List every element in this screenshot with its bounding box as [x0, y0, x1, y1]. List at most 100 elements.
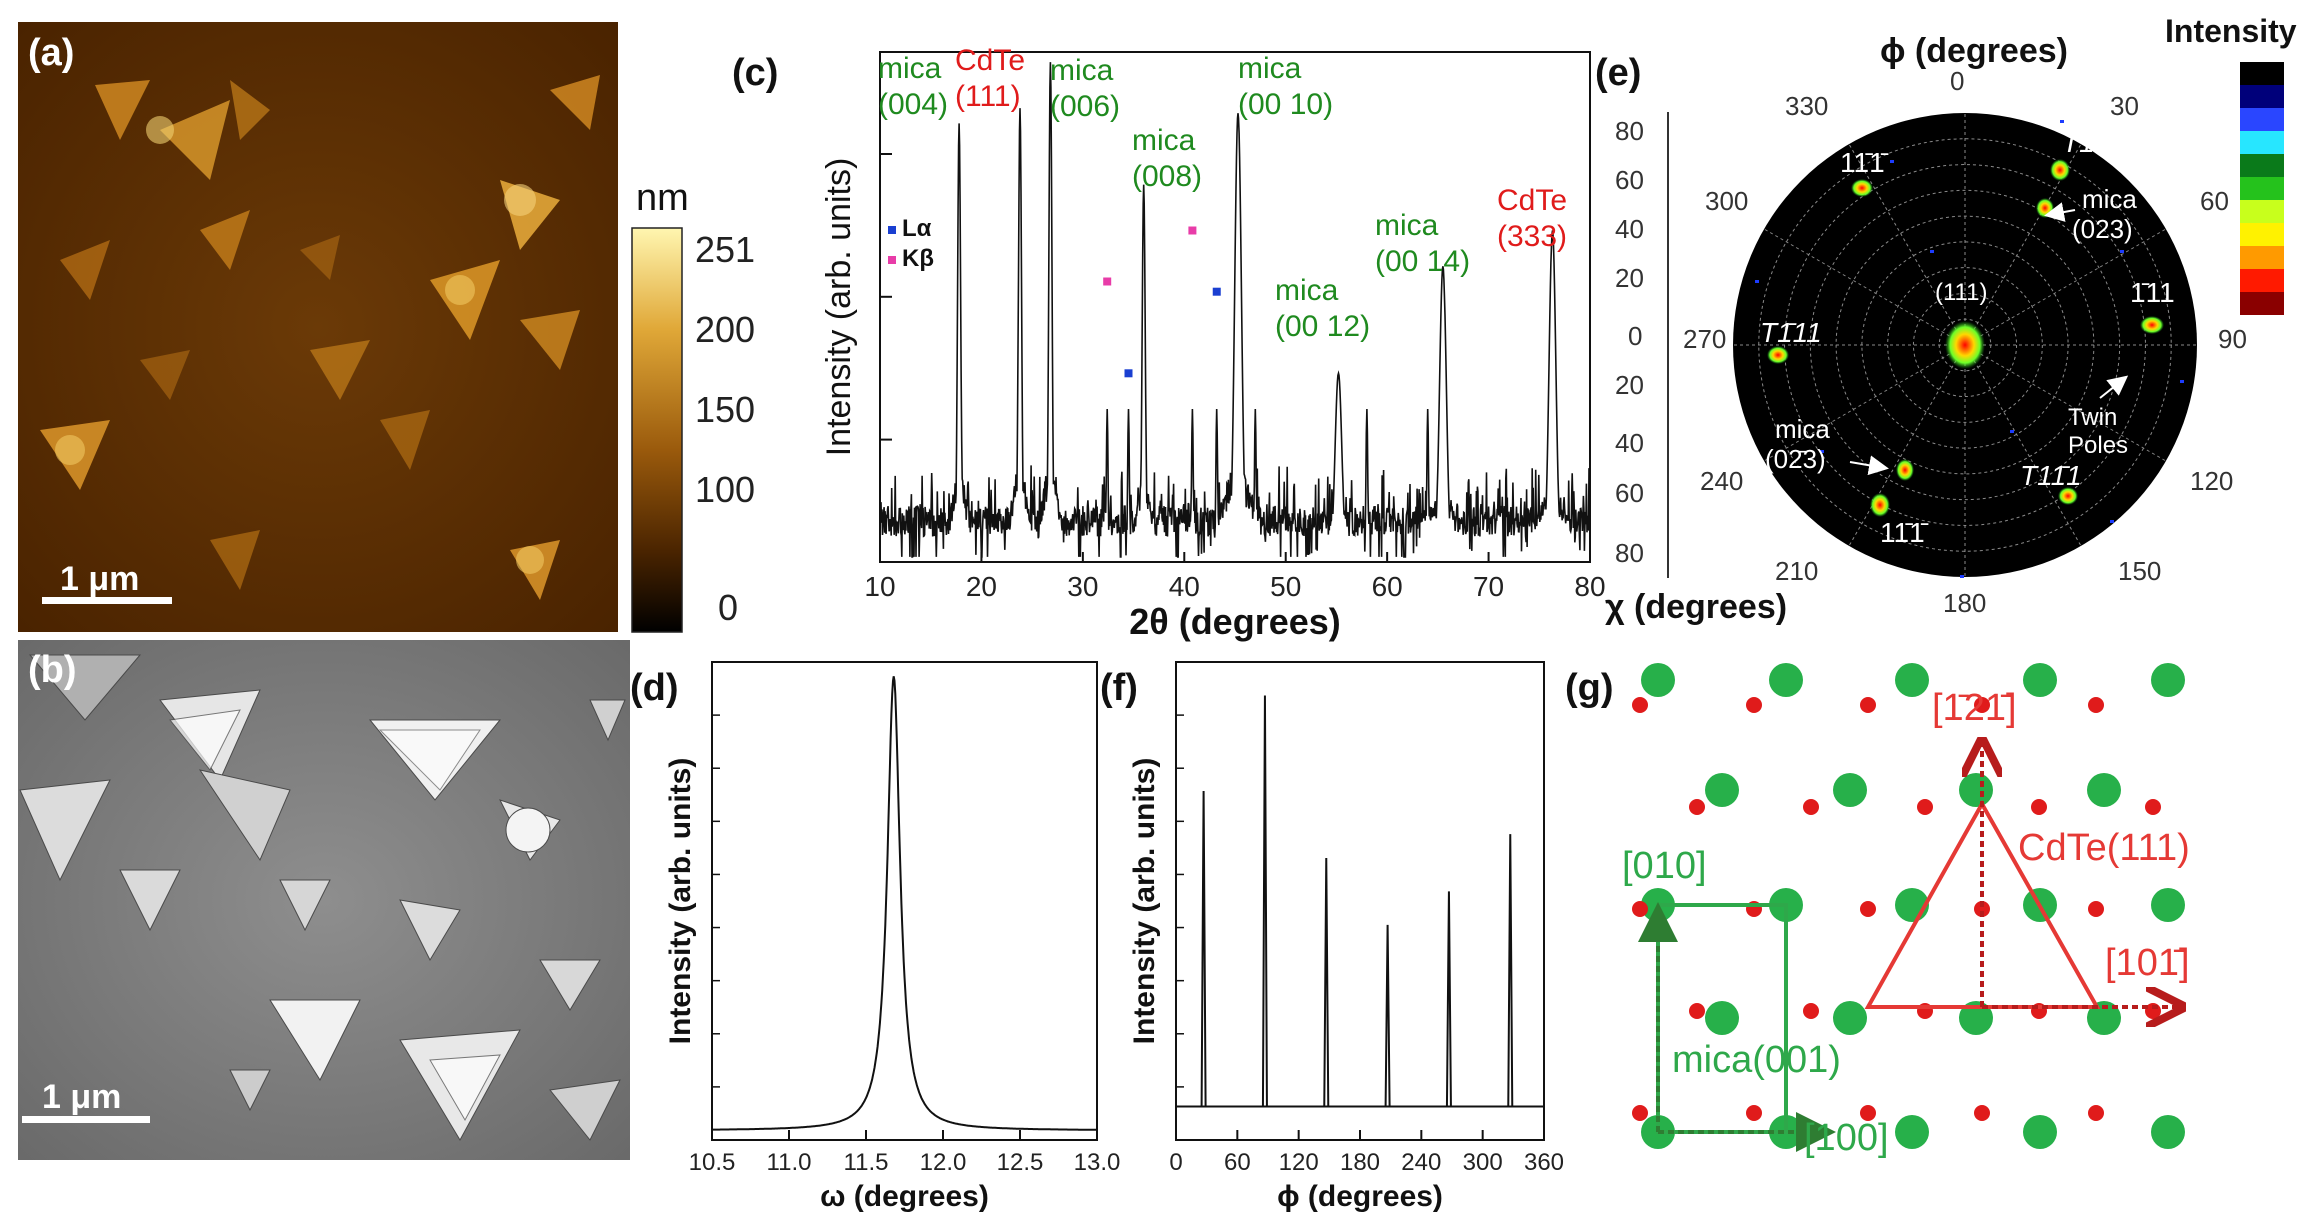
chi-tick: 20: [1615, 263, 1644, 293]
phi-axis-title: ϕ (degrees): [1880, 32, 2068, 70]
x-tick-label: 120: [1279, 1149, 1319, 1176]
phi-tick: 270: [1683, 324, 1726, 354]
pole-spot: [1945, 321, 1985, 369]
x-tick-label: 11.5: [844, 1149, 889, 1176]
phi-tick: 30: [2110, 91, 2139, 121]
x-tick-label: 180: [1340, 1149, 1380, 1176]
scale-bar: [22, 1116, 150, 1123]
mica-atom: [1705, 1001, 1739, 1035]
cdte-atom: [2031, 799, 2047, 815]
x-tick-label: 10: [864, 571, 895, 602]
pole-spot: [1896, 459, 1914, 481]
noise-speck: [1820, 450, 1824, 453]
intensity-title: Intensity: [2165, 13, 2297, 49]
mica-atom: [1895, 1115, 1929, 1149]
direction-label: [1̄21̄]: [1932, 687, 2017, 729]
pole-label-center: (111): [1935, 279, 1987, 306]
cdte-atom: [1974, 901, 1990, 917]
pole-spot: [1870, 493, 1890, 517]
phi-spoke: [1964, 344, 2082, 547]
noise-speck: [1960, 575, 1964, 578]
chi-ring: [1912, 292, 2018, 398]
chi-tick: 40: [1615, 428, 1644, 458]
mica-atom: [2087, 773, 2121, 807]
peak-label: (111): [955, 80, 1021, 113]
peak-label: (00 12): [1275, 310, 1370, 343]
direction-label: [101̄]: [2105, 942, 2190, 984]
pole-figure: [1733, 113, 2197, 578]
panel-b: (b) 1 μm: [18, 640, 630, 1160]
panel-e: (e) ϕ (degrees) Intensity χ (degrees) 80…: [1595, 13, 2297, 626]
intensity-swatch: [2240, 177, 2284, 200]
cdte-atom: [1746, 697, 1762, 713]
panel-a: (a) 1 μm nm 251 200 150 100 0: [18, 22, 755, 633]
colorbar-tick: 100: [695, 469, 755, 510]
cdte-atom: [1860, 901, 1876, 917]
peak-label: (00 14): [1375, 245, 1470, 278]
pole-spot: [1767, 346, 1789, 364]
chi-tick: 0: [1628, 321, 1642, 351]
pole-spot: [2140, 316, 2164, 334]
x-tick-label: 300: [1463, 1149, 1503, 1176]
phi-peak: [1261, 695, 1268, 1107]
legend-swatch: [888, 226, 896, 234]
peak-label: (00 10): [1238, 88, 1333, 121]
twin-label: Poles: [2068, 432, 2128, 459]
afm-grains: [40, 75, 600, 600]
x-tick-label: 80: [1574, 571, 1605, 602]
cdte-atom: [2088, 901, 2104, 917]
marker: [1124, 369, 1133, 378]
y-axis-title: Intensity (arb. units): [664, 758, 697, 1045]
pole-label: T1̄11: [2062, 127, 2124, 158]
marker: [1188, 226, 1197, 235]
phi-tick: 240: [1700, 466, 1743, 496]
rocking-curve: [712, 676, 1097, 1131]
chi-ring: [1809, 189, 2121, 501]
phi-tick: 180: [1943, 588, 1986, 618]
phi-tick: 120: [2190, 466, 2233, 496]
x-tick-label: 30: [1067, 571, 1098, 602]
cdte-atom: [1860, 1105, 1876, 1121]
phi-spoke: [1763, 228, 1966, 346]
x-tick-label: 0: [1169, 1149, 1182, 1176]
pole-label: T1̄11: [1760, 317, 1822, 348]
cdte-label: CdTe(111): [2018, 827, 2190, 869]
cdte-atom: [1803, 799, 1819, 815]
panel-label: (c): [732, 52, 778, 94]
phi-spoke: [1763, 344, 1966, 462]
x-axis-title: ϕ (degrees): [1277, 1180, 1443, 1213]
pole-label: 11̄1̄: [1840, 147, 1889, 178]
mica-atom: [2023, 1115, 2057, 1149]
peak-label: (008): [1132, 160, 1202, 193]
xrd-plot: 10 20 30 40 50 60 70 80 2θ (degrees) Intensity (a…: [820, 44, 1606, 642]
phi-tick: 150: [2118, 556, 2161, 586]
x-tick-label: 60: [1224, 1149, 1251, 1176]
mica-atom: [1833, 773, 1867, 807]
noise-speck: [2010, 430, 2014, 433]
intensity-swatch: [2240, 246, 2284, 269]
cdte-atom: [2088, 1105, 2104, 1121]
phi-spoke: [1964, 228, 2167, 346]
noise-speck: [1755, 280, 1759, 283]
peak-label: mica: [1275, 274, 1339, 307]
cdte-atom: [1689, 799, 1705, 815]
pole-label: 1̄11: [2130, 277, 2175, 308]
plot-frame: [1175, 661, 1545, 1141]
noise-speck: [2060, 120, 2064, 123]
chi-axis: 80 60 40 20 0 20 40 60 80: [1615, 112, 1669, 578]
phi-ticks: 0 30 60 90 120 150 180 210 240 270 300 3…: [1683, 66, 2247, 618]
x-tick-label: 50: [1270, 571, 1301, 602]
mica-label: mica: [1775, 414, 1830, 444]
mica-atom: [1959, 1001, 1993, 1035]
x-tick-label: 20: [966, 571, 997, 602]
phi-spoke: [1848, 143, 1966, 346]
rocking-curve-plot: 10.5 11.0 11.5 12.0 12.5 13.0 ω (degrees) Inten…: [664, 661, 1120, 1213]
x-tick-label: 40: [1169, 571, 1200, 602]
cdte-atom: [2145, 799, 2161, 815]
intensity-swatch: [2240, 85, 2284, 108]
noise-speck: [1890, 160, 1894, 163]
mica-label: mica(001): [1672, 1039, 1841, 1081]
scale-bar-label: 1 μm: [42, 1078, 121, 1116]
cdte-atom: [1632, 697, 1648, 713]
panel-label: (a): [28, 32, 74, 74]
